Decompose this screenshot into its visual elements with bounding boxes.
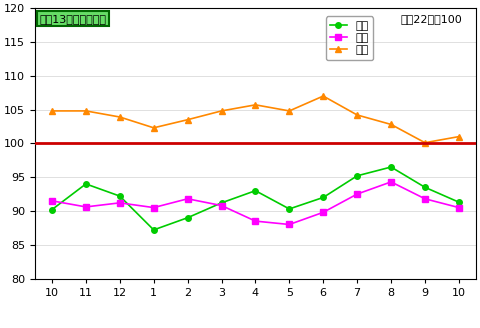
Legend: 生産, 出荷, 在庫: 生産, 出荷, 在庫	[325, 16, 373, 60]
Text: 最近13か月間の動き: 最近13か月間の動き	[39, 13, 107, 24]
Text: 平成22年＝100: 平成22年＝100	[401, 13, 463, 24]
